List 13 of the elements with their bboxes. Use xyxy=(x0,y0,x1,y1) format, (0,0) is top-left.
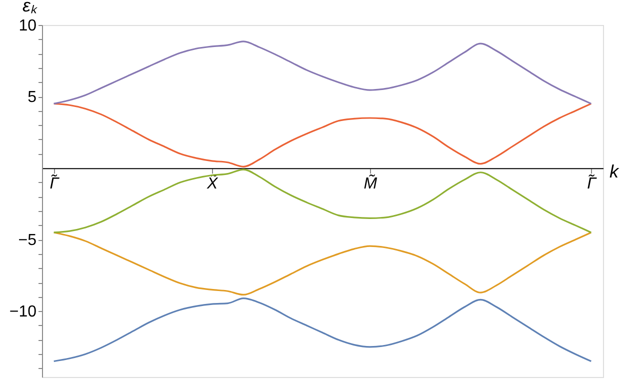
y-axis-title: εₖ xyxy=(22,0,38,16)
line-series xyxy=(53,232,592,296)
y-tick-label: 5 xyxy=(28,89,37,106)
x-axis-title: k xyxy=(610,162,620,182)
line-series xyxy=(53,102,592,168)
y-tick-label: −5 xyxy=(18,232,37,250)
x-tick-label: Γ̃ xyxy=(50,174,60,193)
y-tick-label: 10 xyxy=(18,18,37,34)
x-tick-label: M̃ xyxy=(364,174,378,193)
x-tick-label: Γ̃ xyxy=(587,174,598,193)
line-series xyxy=(53,40,592,104)
line-series xyxy=(53,298,592,362)
y-tick-label: −10 xyxy=(9,304,37,321)
